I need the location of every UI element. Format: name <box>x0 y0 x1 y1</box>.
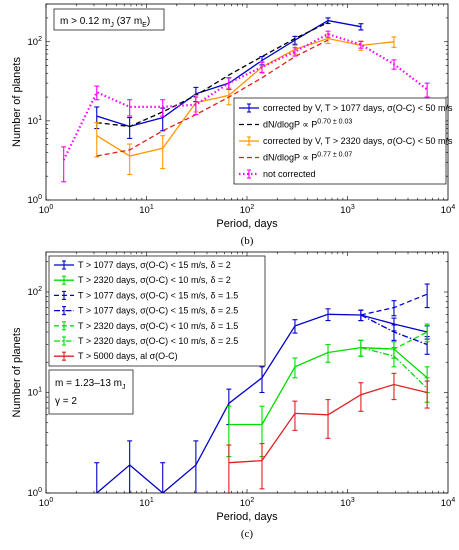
legend-item: T > 2320 days, σ(O-C) < 10 m/s, δ = 1.5 <box>54 321 238 331</box>
legend-label: T > 1077 days, σ(O-C) < 15 m/s, δ = 2.5 <box>78 306 238 316</box>
legend-label: T > 5000 days, al σ(O-C) <box>78 351 178 361</box>
panel-b-axes-frame <box>45 3 449 201</box>
annotation-box: m > 0.12 mJ (37 mE) <box>53 8 165 31</box>
series-dn-dlogp-p-0-77-0-07 <box>96 39 329 157</box>
x-tick-label: 102 <box>240 204 255 216</box>
legend-item: T > 1077 days, σ(O-C) < 15 m/s, δ = 2 <box>54 260 231 270</box>
series-not-corrected <box>61 30 430 183</box>
annotation-frame <box>53 8 165 31</box>
legend-box <box>48 255 266 367</box>
legend-item: corrected by V, T > 1077 days, σ(O-C) < … <box>239 103 453 113</box>
series-line <box>96 37 395 157</box>
x-tick-label: 102 <box>240 497 255 509</box>
annotation-text: m = 1.23–13 mJ <box>55 378 125 391</box>
legend-label: T > 2320 days, σ(O-C) < 10 m/s, δ = 2.5 <box>78 336 238 346</box>
y-axis-label: Number of planets <box>11 327 23 417</box>
y-tick-label: 101 <box>28 115 43 127</box>
chart-panel-b: 100 101 102 103 104 100 101 102 Period, days Numb… <box>11 3 456 247</box>
legend-item: corrected by V, T > 2320 days, σ(O-C) < … <box>239 136 453 146</box>
legend-label: dN/dlogP ∝ P0.70 ± 0.03 <box>263 119 352 130</box>
annotation-text: γ = 2 <box>55 396 77 407</box>
x-tick-label: 104 <box>441 497 456 509</box>
x-tick-label: 101 <box>139 497 154 509</box>
panel-label: (b) <box>241 235 254 247</box>
legend-item: T > 1077 days, σ(O-C) < 15 m/s, δ = 1.5 <box>54 290 238 300</box>
legend-label: T > 1077 days, σ(O-C) < 15 m/s, δ = 2 <box>78 260 231 270</box>
y-tick-label: 100 <box>28 194 43 206</box>
y-tick-label: 101 <box>28 386 43 398</box>
legend-box <box>233 97 447 185</box>
legend-label: T > 1077 days, σ(O-C) < 15 m/s, δ = 1.5 <box>78 290 238 300</box>
series-t-1077-days-o-c-15-m-s-1-5 <box>358 283 430 322</box>
legend-label: corrected by V, T > 1077 days, σ(O-C) < … <box>263 103 453 113</box>
annotation-frame <box>48 369 134 415</box>
x-tick-label: 100 <box>39 204 54 216</box>
legend-item: dN/dlogP ∝ P0.77 ± 0.07 <box>239 152 352 163</box>
legend-item: not corrected <box>239 169 316 179</box>
legend-item: T > 2320 days, σ(O-C) < 10 m/s, δ = 2 <box>54 275 231 285</box>
y-tick-label: 102 <box>28 36 43 48</box>
panel-label: (c) <box>241 528 254 540</box>
legend-label: T > 2320 days, σ(O-C) < 10 m/s, δ = 1.5 <box>78 321 238 331</box>
y-axis-label: Number of planets <box>11 57 23 147</box>
x-tick-label: 100 <box>39 497 54 509</box>
chart-panel-c: 100 101 102 103 104 100 101 102 Period, days Numb… <box>11 251 456 540</box>
legend-label: T > 2320 days, σ(O-C) < 10 m/s, δ = 2 <box>78 275 231 285</box>
legend-label: corrected by V, T > 2320 days, σ(O-C) < … <box>263 136 453 146</box>
legend-item: T > 1077 days, σ(O-C) < 15 m/s, δ = 2.5 <box>54 306 238 316</box>
legend: corrected by V, T > 1077 days, σ(O-C) < … <box>233 97 453 185</box>
x-tick-label: 103 <box>340 497 355 509</box>
panel-c-axes-frame <box>45 251 449 494</box>
x-axis-label: Period, days <box>216 218 278 230</box>
panel-c-plot-area <box>94 283 430 493</box>
annotation-text: m > 0.12 mJ (37 mE) <box>60 16 150 29</box>
series-t-1077-days-o-c-15-m-s-2 <box>94 308 430 493</box>
x-axis-label: Period, days <box>216 511 278 523</box>
legend-item: T > 5000 days, al σ(O-C) <box>54 351 178 361</box>
x-tick-label: 103 <box>340 204 355 216</box>
series-line <box>96 39 329 157</box>
legend-label: dN/dlogP ∝ P0.77 ± 0.07 <box>263 152 352 163</box>
series-line <box>62 32 428 161</box>
legend-item: T > 2320 days, σ(O-C) < 10 m/s, δ = 2.5 <box>54 336 238 346</box>
series-t-5000-days-al-o-c <box>226 372 430 493</box>
x-tick-label: 104 <box>441 204 456 216</box>
legend-label: not corrected <box>263 169 316 179</box>
legend-item: dN/dlogP ∝ P0.70 ± 0.03 <box>239 119 352 130</box>
panel-b-plot-area <box>61 17 430 183</box>
y-tick-label: 100 <box>28 487 43 499</box>
annotation-box: m = 1.23–13 mJ γ = 2 <box>48 369 134 415</box>
x-tick-label: 101 <box>139 204 154 216</box>
y-tick-label: 102 <box>28 286 43 298</box>
legend: T > 1077 days, σ(O-C) < 15 m/s, δ = 2 T >… <box>48 255 266 367</box>
